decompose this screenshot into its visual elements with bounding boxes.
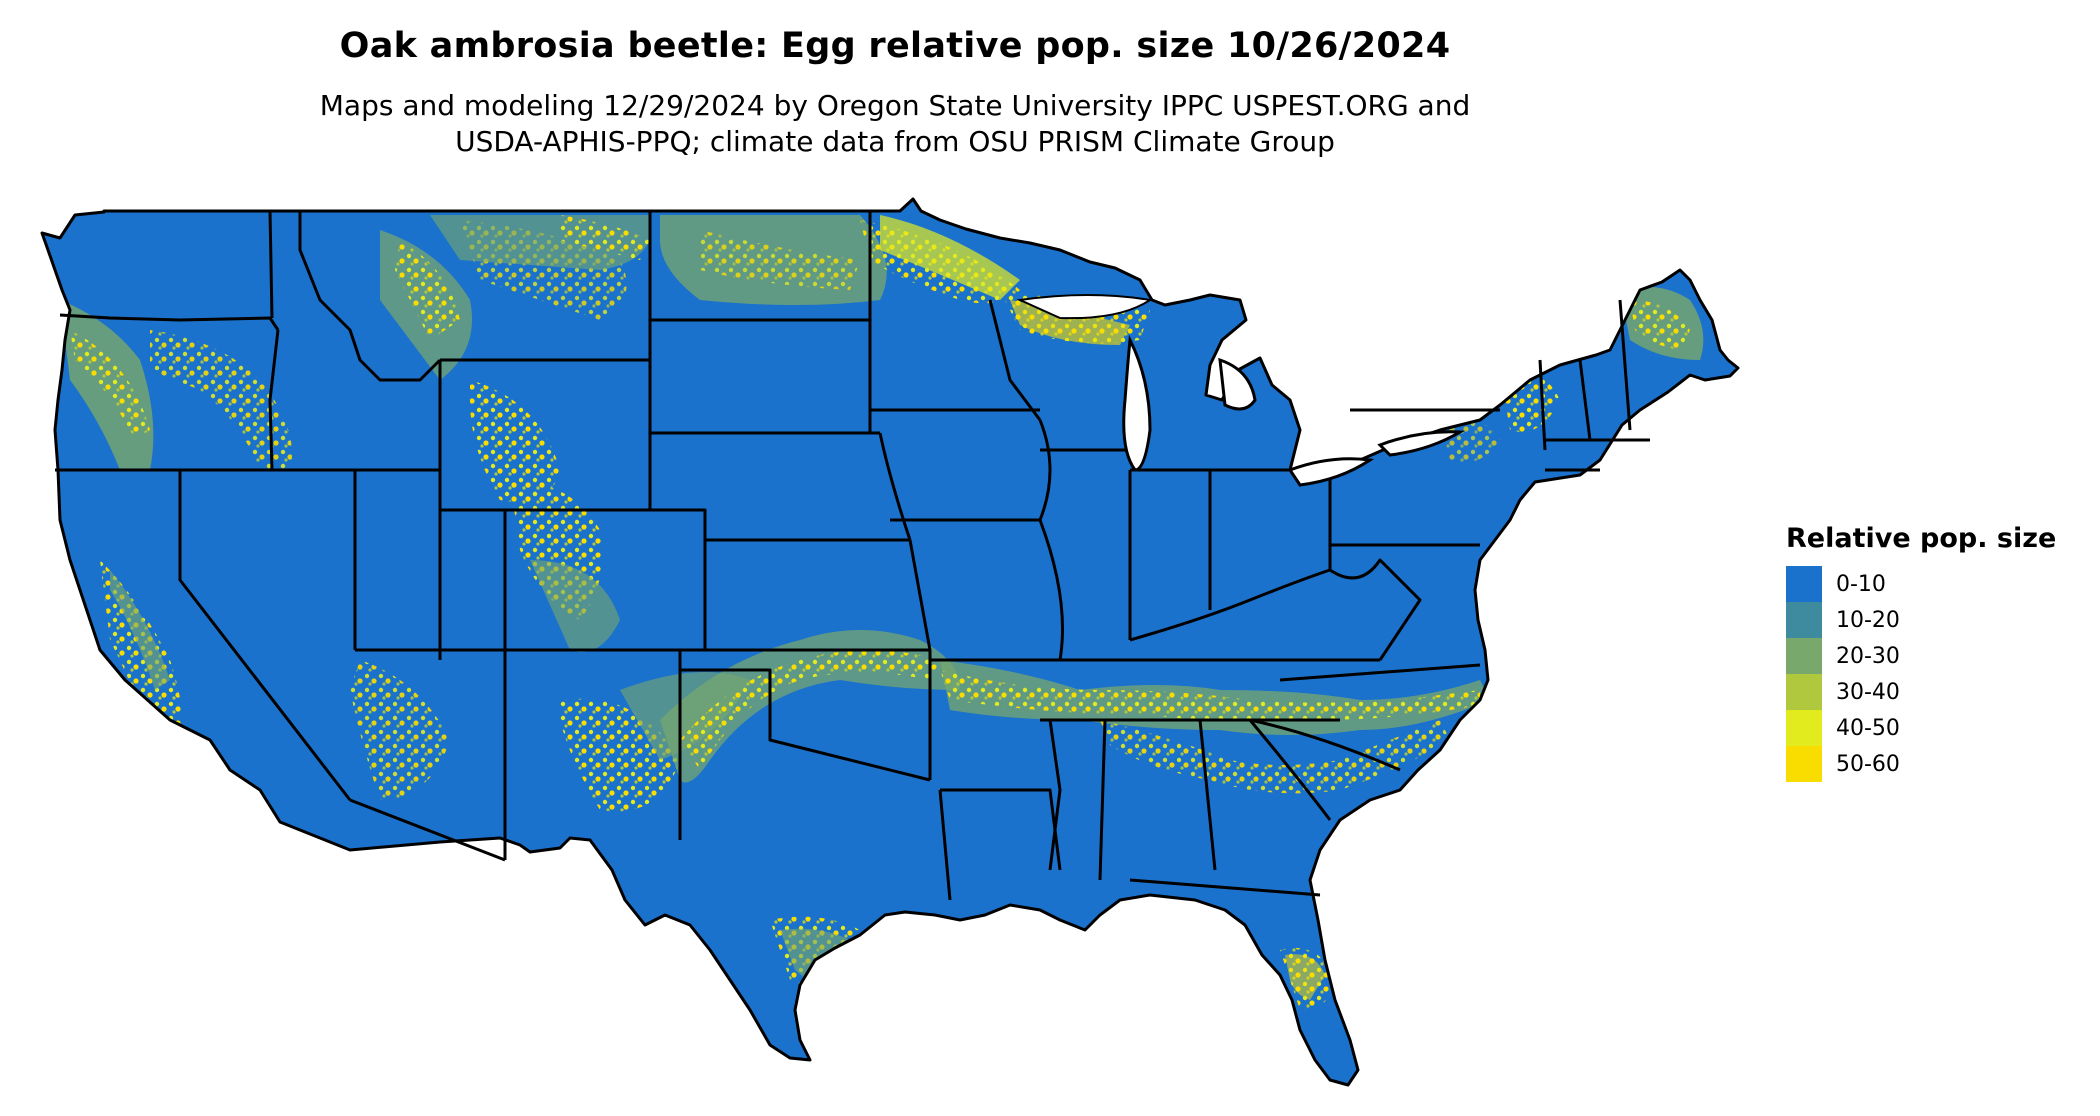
legend-title: Relative pop. size — [1786, 523, 2057, 554]
legend-label: 10-20 — [1836, 607, 1900, 633]
legend-item-50-60: 50-60 — [1786, 746, 2086, 782]
subtitle-line-2: USDA-APHIS-PPQ; climate data from OSU PR… — [455, 125, 1335, 158]
state-borders — [40, 197, 1740, 1087]
legend-label: 50-60 — [1836, 751, 1900, 777]
legend-swatch — [1786, 566, 1822, 602]
legend-label: 30-40 — [1836, 679, 1900, 705]
legend-item-30-40: 30-40 — [1786, 674, 2086, 710]
legend-label: 0-10 — [1836, 571, 1886, 597]
legend-swatch — [1786, 638, 1822, 674]
legend-swatch — [1786, 674, 1822, 710]
map-subtitle: Maps and modeling 12/29/2024 by Oregon S… — [0, 88, 1790, 160]
legend: Relative pop. size 0-10 10-20 20-30 30-4… — [1786, 523, 2086, 782]
legend-item-0-10: 0-10 — [1786, 566, 2086, 602]
legend-item-20-30: 20-30 — [1786, 638, 2086, 674]
legend-swatch — [1786, 746, 1822, 782]
legend-swatch — [1786, 602, 1822, 638]
legend-swatch — [1786, 710, 1822, 746]
legend-item-10-20: 10-20 — [1786, 602, 2086, 638]
legend-label: 20-30 — [1836, 643, 1900, 669]
subtitle-line-1: Maps and modeling 12/29/2024 by Oregon S… — [319, 89, 1471, 122]
legend-item-40-50: 40-50 — [1786, 710, 2086, 746]
legend-label: 40-50 — [1836, 715, 1900, 741]
great-lakes — [1016, 294, 1466, 487]
map-title: Oak ambrosia beetle: Egg relative pop. s… — [339, 26, 1451, 66]
